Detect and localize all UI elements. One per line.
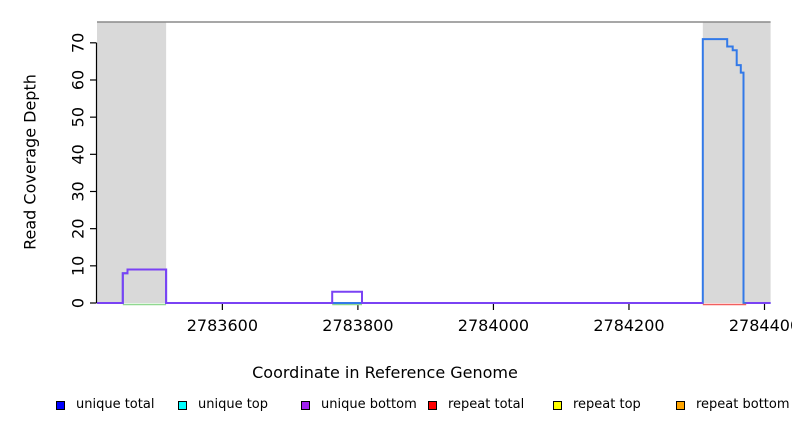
legend-label: repeat bottom — [696, 397, 790, 412]
legend-label: unique total — [76, 397, 155, 412]
x-axis-title: Coordinate in Reference Genome — [252, 363, 518, 382]
y-tick-label: 40 — [69, 144, 88, 164]
legend-item-unique-total: unique total — [56, 397, 154, 413]
masked-region-left — [97, 22, 167, 303]
series-unique-bottom — [97, 268, 703, 304]
legend-item-unique-top: unique top — [178, 397, 268, 413]
x-tick-label: 2783600 — [187, 316, 258, 335]
x-tick-label: 2784400 — [729, 316, 792, 335]
legend-swatch-unique-total — [56, 400, 65, 410]
masked-region-right — [702, 22, 771, 303]
legend-swatch-repeat-top — [553, 400, 562, 410]
legend-label: repeat top — [573, 397, 641, 412]
legend-swatch-unique-top — [178, 400, 187, 410]
y-tick-label: 50 — [69, 107, 88, 127]
series-unique-total — [97, 38, 771, 304]
x-tick-label: 2784200 — [593, 316, 664, 335]
legend-item-repeat-total: repeat total — [428, 397, 524, 413]
legend-swatch-unique-bottom — [301, 400, 310, 410]
x-tick-label: 2783800 — [322, 316, 393, 335]
legend-label: unique bottom — [321, 397, 417, 412]
y-tick-label: 0 — [69, 298, 88, 308]
legend-label: repeat total — [448, 397, 525, 412]
y-tick-label: 10 — [69, 256, 88, 276]
legend-swatch-repeat-total — [428, 400, 437, 410]
legend-label: unique top — [198, 397, 269, 412]
legend-item-repeat-top: repeat top — [553, 397, 641, 413]
x-tick-label: 2784000 — [458, 316, 529, 335]
legend-item-unique-bottom: unique bottom — [301, 397, 417, 413]
y-tick-label: 70 — [69, 33, 88, 53]
y-axis-title: Read Coverage Depth — [20, 74, 40, 250]
legend-swatch-repeat-bottom — [676, 400, 685, 410]
y-tick-label: 30 — [69, 181, 88, 201]
y-tick-label: 20 — [69, 218, 88, 238]
y-tick-label: 60 — [68, 70, 87, 90]
legend-item-repeat-bottom: repeat bottom — [676, 397, 790, 413]
